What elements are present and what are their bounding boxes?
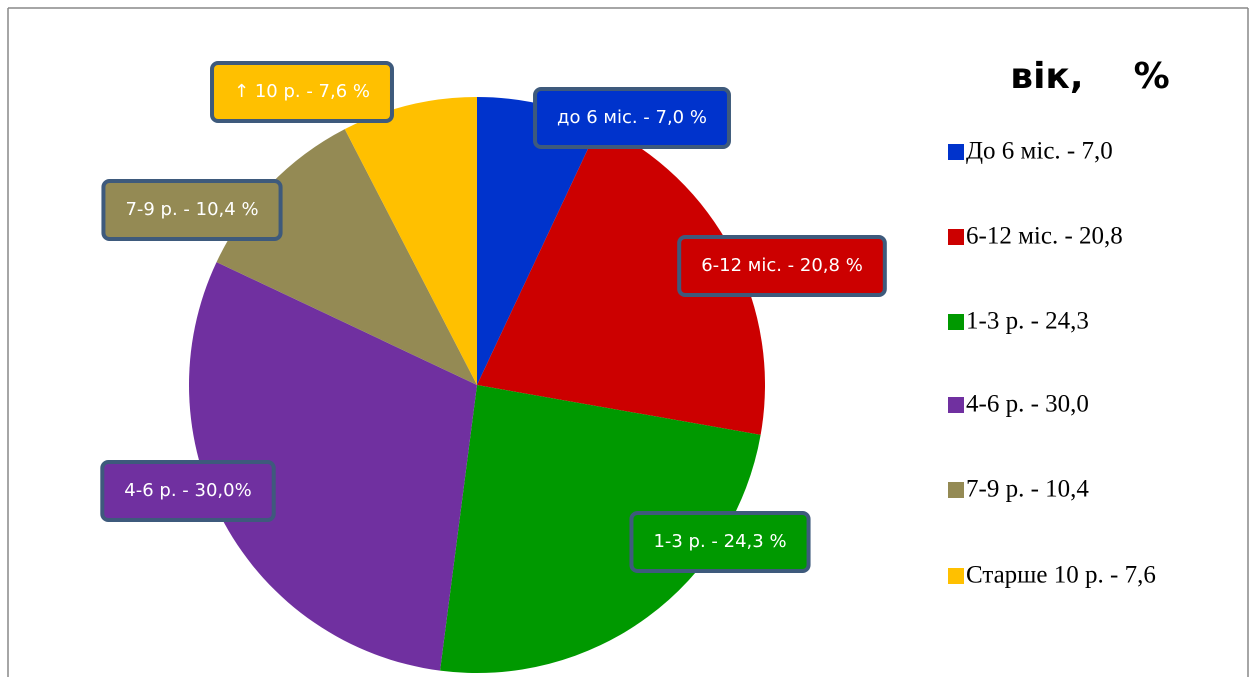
legend-swatch: [948, 314, 964, 330]
chart-title: вік, %: [1010, 56, 1169, 97]
legend-label: Старше 10 р. - 7,6: [966, 562, 1156, 589]
data-label: до 6 міс. - 7,0 %: [557, 107, 707, 128]
data-label-box: [533, 87, 731, 149]
legend-label: 7-9 р. - 10,4: [966, 476, 1089, 503]
data-label: 4-6 р. - 30,0%: [124, 480, 251, 501]
data-label: 7-9 р. - 10,4 %: [125, 199, 258, 220]
data-label: 6-12 міс. - 20,8 %: [701, 255, 863, 276]
data-label-box: [677, 235, 887, 297]
legend-swatch: [948, 229, 964, 245]
legend-label: 6-12 міс. - 20,8: [966, 223, 1123, 250]
data-label-box: [629, 511, 811, 573]
pie-slice: [477, 97, 600, 385]
data-label-box: [210, 61, 394, 123]
legend-label: 1-3 р. - 24,3: [966, 308, 1089, 335]
pie-slice: [344, 97, 477, 385]
pie-slice: [477, 124, 765, 435]
pie-slice: [440, 385, 761, 673]
data-label: ↑ 10 р. - 7,6 %: [234, 81, 370, 102]
legend-label: До 6 міс. - 7,0: [966, 138, 1113, 165]
pie-slice: [188, 262, 477, 671]
legend-swatch: [948, 144, 964, 160]
data-label: 1-3 р. - 24,3 %: [653, 531, 786, 552]
data-label-box: [100, 460, 276, 522]
data-label-box: [101, 179, 283, 241]
legend-swatch: [948, 568, 964, 584]
legend-swatch: [948, 397, 964, 413]
legend-swatch: [948, 482, 964, 498]
legend-label: 4-6 р. - 30,0: [966, 391, 1089, 418]
